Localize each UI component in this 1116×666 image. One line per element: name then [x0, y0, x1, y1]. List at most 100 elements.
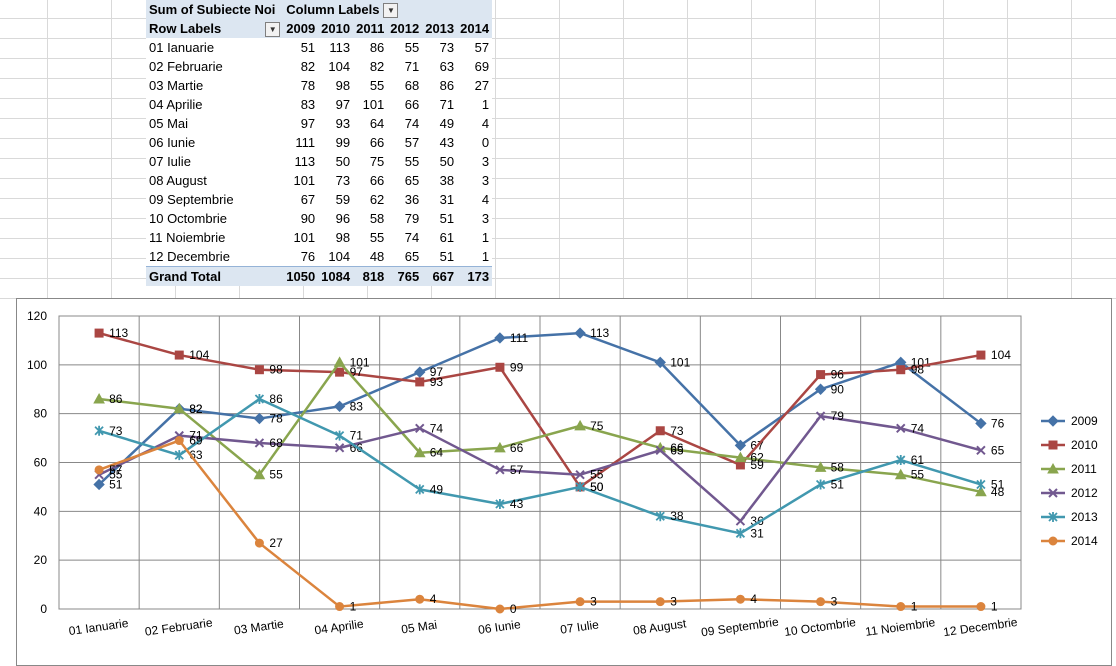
cell-value[interactable]: 61 — [439, 230, 455, 245]
cell-value[interactable]: 55 — [404, 154, 420, 169]
cell-value[interactable]: 49 — [439, 116, 455, 131]
cell-value[interactable]: 101 — [293, 230, 316, 245]
cell-value[interactable]: 96 — [335, 211, 351, 226]
cell-value[interactable]: 76 — [300, 249, 316, 264]
cell-value[interactable]: 65 — [404, 173, 420, 188]
cell-value[interactable]: 57 — [404, 135, 420, 150]
cell-value[interactable]: 104 — [328, 249, 351, 264]
line-chart[interactable]: 0 20 40 60 80 100 120 01 Ianuarie 02 Februarie 03… — [16, 298, 1112, 666]
data-label-2010: 113 — [109, 326, 128, 340]
cell-value[interactable]: 78 — [300, 78, 316, 93]
cell-value[interactable]: 82 — [369, 59, 385, 74]
cell-value[interactable]: 27 — [474, 78, 490, 93]
cell-value[interactable]: 67 — [300, 192, 316, 207]
row-label[interactable]: 12 Decembrie — [149, 249, 230, 264]
cell-value[interactable]: 31 — [439, 192, 455, 207]
cell-value[interactable]: 73 — [335, 173, 351, 188]
cell-value[interactable]: 79 — [404, 211, 420, 226]
cell-value[interactable]: 3 — [481, 154, 490, 169]
value-field-label: Sum of Subiecte Noi — [146, 0, 284, 19]
cell-value[interactable]: 73 — [439, 40, 455, 55]
cell-value[interactable]: 86 — [369, 40, 385, 55]
marker-2009 — [253, 412, 266, 425]
cell-value[interactable]: 36 — [404, 192, 420, 207]
cell-value[interactable]: 55 — [369, 230, 385, 245]
cell-value[interactable]: 66 — [369, 173, 385, 188]
cell-value[interactable]: 62 — [369, 192, 385, 207]
data-label-2011: 86 — [109, 392, 123, 406]
row-label[interactable]: 04 Aprilie — [149, 97, 203, 112]
cell-value[interactable]: 101 — [293, 173, 316, 188]
row-label[interactable]: 11 Noiembrie — [149, 230, 226, 245]
cell-value[interactable]: 38 — [439, 173, 455, 188]
cell-value[interactable]: 55 — [404, 40, 420, 55]
data-label-2013: 31 — [750, 526, 764, 540]
row-label[interactable]: 01 Ianuarie — [149, 40, 215, 55]
cell-value[interactable]: 50 — [439, 154, 455, 169]
cell-value[interactable]: 86 — [439, 78, 455, 93]
cell-value[interactable]: 71 — [439, 97, 455, 112]
cell-value[interactable]: 4 — [481, 116, 490, 131]
cell-value[interactable]: 71 — [404, 59, 420, 74]
cell-value[interactable]: 64 — [369, 116, 385, 131]
cell-value[interactable]: 97 — [335, 97, 351, 112]
cell-value[interactable]: 66 — [369, 135, 385, 150]
cell-value[interactable]: 43 — [439, 135, 455, 150]
row-label[interactable]: 10 Octombrie — [149, 211, 228, 226]
cell-value[interactable]: 1 — [481, 249, 490, 264]
cell-value[interactable]: 51 — [439, 211, 455, 226]
cell-value[interactable]: 111 — [295, 135, 316, 150]
row-labels-cell[interactable]: Row Labels ▼ — [146, 19, 284, 38]
cell-value[interactable]: 3 — [481, 173, 490, 188]
cell-value[interactable]: 68 — [404, 78, 420, 93]
row-label[interactable]: 05 Mai — [149, 116, 189, 131]
cell-value[interactable]: 90 — [300, 211, 316, 226]
cell-value[interactable]: 74 — [404, 230, 420, 245]
data-label-2014: 57 — [109, 463, 123, 477]
cell-value[interactable]: 74 — [404, 116, 420, 131]
cell-value[interactable]: 98 — [335, 78, 351, 93]
cell-value[interactable]: 1 — [481, 230, 490, 245]
cell-value[interactable]: 97 — [300, 116, 316, 131]
row-label[interactable]: 02 Februarie — [149, 59, 223, 74]
cell-value[interactable]: 51 — [300, 40, 316, 55]
marker-2011 — [333, 356, 346, 367]
cell-value[interactable]: 63 — [439, 59, 455, 74]
data-label-2010: 99 — [510, 360, 524, 374]
cell-value[interactable]: 101 — [362, 97, 385, 112]
cell-value[interactable]: 57 — [474, 40, 490, 55]
cell-value[interactable]: 1 — [481, 97, 490, 112]
cell-value[interactable]: 3 — [481, 211, 490, 226]
cell-value[interactable]: 113 — [329, 40, 351, 55]
row-filter-dropdown-icon[interactable]: ▼ — [265, 22, 281, 38]
cell-value[interactable]: 55 — [369, 78, 385, 93]
data-label-2009: 78 — [269, 412, 283, 426]
cell-value[interactable]: 50 — [335, 154, 351, 169]
cell-value[interactable]: 82 — [300, 59, 316, 74]
cell-value[interactable]: 83 — [300, 97, 316, 112]
row-label[interactable]: 07 Iulie — [149, 154, 191, 169]
cell-value[interactable]: 98 — [335, 230, 351, 245]
cell-value[interactable]: 4 — [481, 192, 490, 207]
series-line-2013 — [98, 397, 982, 535]
cell-value[interactable]: 58 — [369, 211, 385, 226]
cell-value[interactable]: 59 — [335, 192, 351, 207]
cell-value[interactable]: 93 — [335, 116, 351, 131]
cell-value[interactable]: 113 — [294, 154, 316, 169]
row-label[interactable]: 06 Iunie — [149, 135, 196, 150]
cell-value[interactable]: 48 — [369, 249, 385, 264]
cell-value[interactable]: 69 — [474, 59, 490, 74]
cell-value[interactable]: 75 — [369, 154, 385, 169]
data-label-2009: 97 — [430, 365, 444, 379]
cell-value[interactable]: 66 — [404, 97, 420, 112]
cell-value[interactable]: 0 — [481, 135, 490, 150]
cell-value[interactable]: 65 — [404, 249, 420, 264]
column-filter-dropdown-icon[interactable]: ▼ — [383, 3, 399, 19]
cell-value[interactable]: 104 — [328, 59, 351, 74]
column-labels-cell[interactable]: Column Labels ▼ — [283, 0, 493, 19]
row-label[interactable]: 09 Septembrie — [149, 192, 234, 207]
cell-value[interactable]: 51 — [439, 249, 455, 264]
cell-value[interactable]: 99 — [335, 135, 351, 150]
row-label[interactable]: 03 Martie — [149, 78, 204, 93]
row-label[interactable]: 08 August — [149, 173, 207, 188]
